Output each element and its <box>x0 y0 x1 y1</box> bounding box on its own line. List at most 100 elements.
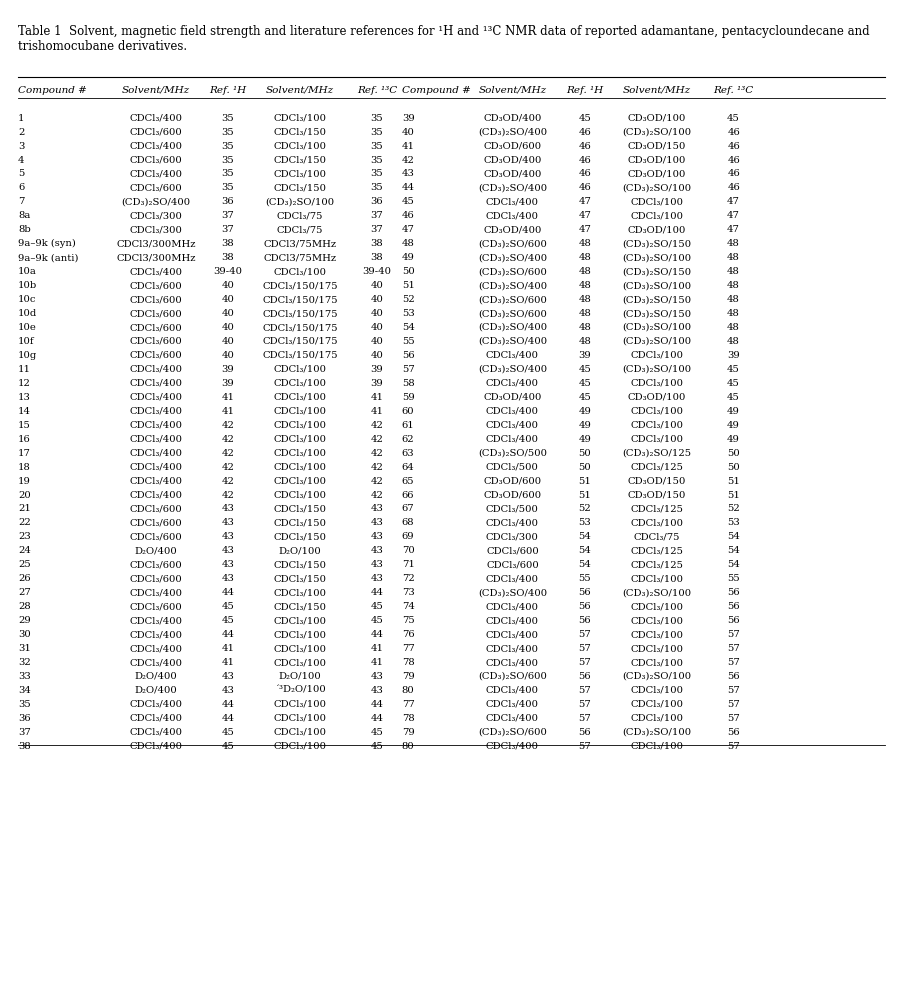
Text: Ref. ¹³C: Ref. ¹³C <box>357 86 397 95</box>
Text: 41: 41 <box>402 142 415 151</box>
Text: (CD₃)₂SO/100: (CD₃)₂SO/100 <box>622 365 691 374</box>
Text: 30: 30 <box>18 630 31 639</box>
Text: 43: 43 <box>371 546 384 555</box>
Text: CD₃OD/150: CD₃OD/150 <box>628 477 686 486</box>
Text: CDCl₃/400: CDCl₃/400 <box>129 728 182 737</box>
Text: 36: 36 <box>371 197 384 206</box>
Text: 50: 50 <box>578 463 591 472</box>
Text: 53: 53 <box>402 309 415 318</box>
Text: 40: 40 <box>221 323 234 332</box>
Text: 75: 75 <box>402 616 415 625</box>
Text: 51: 51 <box>578 491 591 499</box>
Text: 10g: 10g <box>18 351 37 360</box>
Text: 10c: 10c <box>18 295 36 304</box>
Text: CDCl₃/150/175: CDCl₃/150/175 <box>262 295 338 304</box>
Text: CDCl₃/400: CDCl₃/400 <box>486 630 539 639</box>
Text: 10f: 10f <box>18 337 35 346</box>
Text: (CD₃)₂SO/100: (CD₃)₂SO/100 <box>622 323 691 332</box>
Text: 48: 48 <box>578 281 591 290</box>
Text: 49: 49 <box>402 253 415 262</box>
Text: 39: 39 <box>727 351 740 360</box>
Text: 52: 52 <box>402 295 415 304</box>
Text: CDCl₃/100: CDCl₃/100 <box>630 686 683 695</box>
Text: 57: 57 <box>578 714 591 723</box>
Text: CDCl₃/100: CDCl₃/100 <box>630 644 683 653</box>
Text: 69: 69 <box>402 532 415 541</box>
Text: 19: 19 <box>18 477 31 486</box>
Text: 27: 27 <box>18 588 31 597</box>
Text: 24: 24 <box>18 546 31 555</box>
Text: CDCl₃/600: CDCl₃/600 <box>486 560 538 569</box>
Text: CDCl₃/150/175: CDCl₃/150/175 <box>262 309 338 318</box>
Text: CDCl₃/150: CDCl₃/150 <box>273 532 327 541</box>
Text: 18: 18 <box>18 463 31 472</box>
Text: Solvent/MHz: Solvent/MHz <box>623 86 691 95</box>
Text: CDCl₃/125: CDCl₃/125 <box>630 546 683 555</box>
Text: CDCl₃/100: CDCl₃/100 <box>273 714 327 723</box>
Text: CDCl₃/100: CDCl₃/100 <box>630 518 683 527</box>
Text: CD₃OD/400: CD₃OD/400 <box>483 114 541 123</box>
Text: 46: 46 <box>578 128 591 137</box>
Text: 43: 43 <box>371 518 384 527</box>
Text: 11: 11 <box>18 365 31 374</box>
Text: Compound #: Compound # <box>18 86 87 95</box>
Text: 79: 79 <box>402 672 415 681</box>
Text: CDCl₃/100: CDCl₃/100 <box>273 435 327 444</box>
Text: 40: 40 <box>221 309 234 318</box>
Text: 14: 14 <box>18 407 31 416</box>
Text: CDCl₃/400: CDCl₃/400 <box>486 518 539 527</box>
Text: 48: 48 <box>727 239 740 248</box>
Text: CDCl₃/100: CDCl₃/100 <box>273 700 327 709</box>
Text: CDCl₃/600: CDCl₃/600 <box>129 183 182 192</box>
Text: 5: 5 <box>18 169 25 178</box>
Text: 38: 38 <box>18 742 31 751</box>
Text: CDCl3/300MHz: CDCl3/300MHz <box>116 239 196 248</box>
Text: 8b: 8b <box>18 225 31 234</box>
Text: CDCl₃/400: CDCl₃/400 <box>129 421 182 430</box>
Text: CDCl₃/100: CDCl₃/100 <box>273 379 327 388</box>
Text: 78: 78 <box>402 658 415 667</box>
Text: CDCl₃/600: CDCl₃/600 <box>129 574 182 583</box>
Text: 48: 48 <box>578 267 591 276</box>
Text: 49: 49 <box>727 421 740 430</box>
Text: 39-40: 39-40 <box>363 267 392 276</box>
Text: 4: 4 <box>18 156 25 165</box>
Text: 23: 23 <box>18 532 31 541</box>
Text: CDCl₃/100: CDCl₃/100 <box>273 449 327 458</box>
Text: CDCl₃/100: CDCl₃/100 <box>273 421 327 430</box>
Text: 41: 41 <box>221 393 234 402</box>
Text: 77: 77 <box>402 700 415 709</box>
Text: 40: 40 <box>221 281 234 290</box>
Text: 35: 35 <box>221 169 234 178</box>
Text: (CD₃)₂SO/150: (CD₃)₂SO/150 <box>622 239 691 248</box>
Text: (CD₃)₂SO/125: (CD₃)₂SO/125 <box>622 449 691 458</box>
Text: 71: 71 <box>402 560 415 569</box>
Text: 57: 57 <box>727 714 740 723</box>
Text: CDCl₃/100: CDCl₃/100 <box>273 742 327 751</box>
Text: 47: 47 <box>578 197 591 206</box>
Text: 48: 48 <box>578 337 591 346</box>
Text: 39: 39 <box>221 379 234 388</box>
Text: 42: 42 <box>221 421 234 430</box>
Text: 49: 49 <box>727 435 740 444</box>
Text: 48: 48 <box>727 337 740 346</box>
Text: 50: 50 <box>727 449 740 458</box>
Text: CDCl₃/100: CDCl₃/100 <box>273 463 327 472</box>
Text: 48: 48 <box>727 323 740 332</box>
Text: 45: 45 <box>578 114 591 123</box>
Text: 42: 42 <box>221 477 234 486</box>
Text: 48: 48 <box>578 239 591 248</box>
Text: 79: 79 <box>402 728 415 737</box>
Text: 3: 3 <box>18 142 25 151</box>
Text: 16: 16 <box>18 435 31 444</box>
Text: Solvent/MHz: Solvent/MHz <box>122 86 189 95</box>
Text: 42: 42 <box>221 463 234 472</box>
Text: 76: 76 <box>402 630 415 639</box>
Text: CDCl₃/300: CDCl₃/300 <box>129 225 182 234</box>
Text: 42: 42 <box>221 449 234 458</box>
Text: Solvent/MHz: Solvent/MHz <box>266 86 334 95</box>
Text: CDCl₃/600: CDCl₃/600 <box>129 560 182 569</box>
Text: CDCl₃/600: CDCl₃/600 <box>129 295 182 304</box>
Text: CDCl₃/150: CDCl₃/150 <box>273 602 327 611</box>
Text: CD₃OD/400: CD₃OD/400 <box>483 225 541 234</box>
